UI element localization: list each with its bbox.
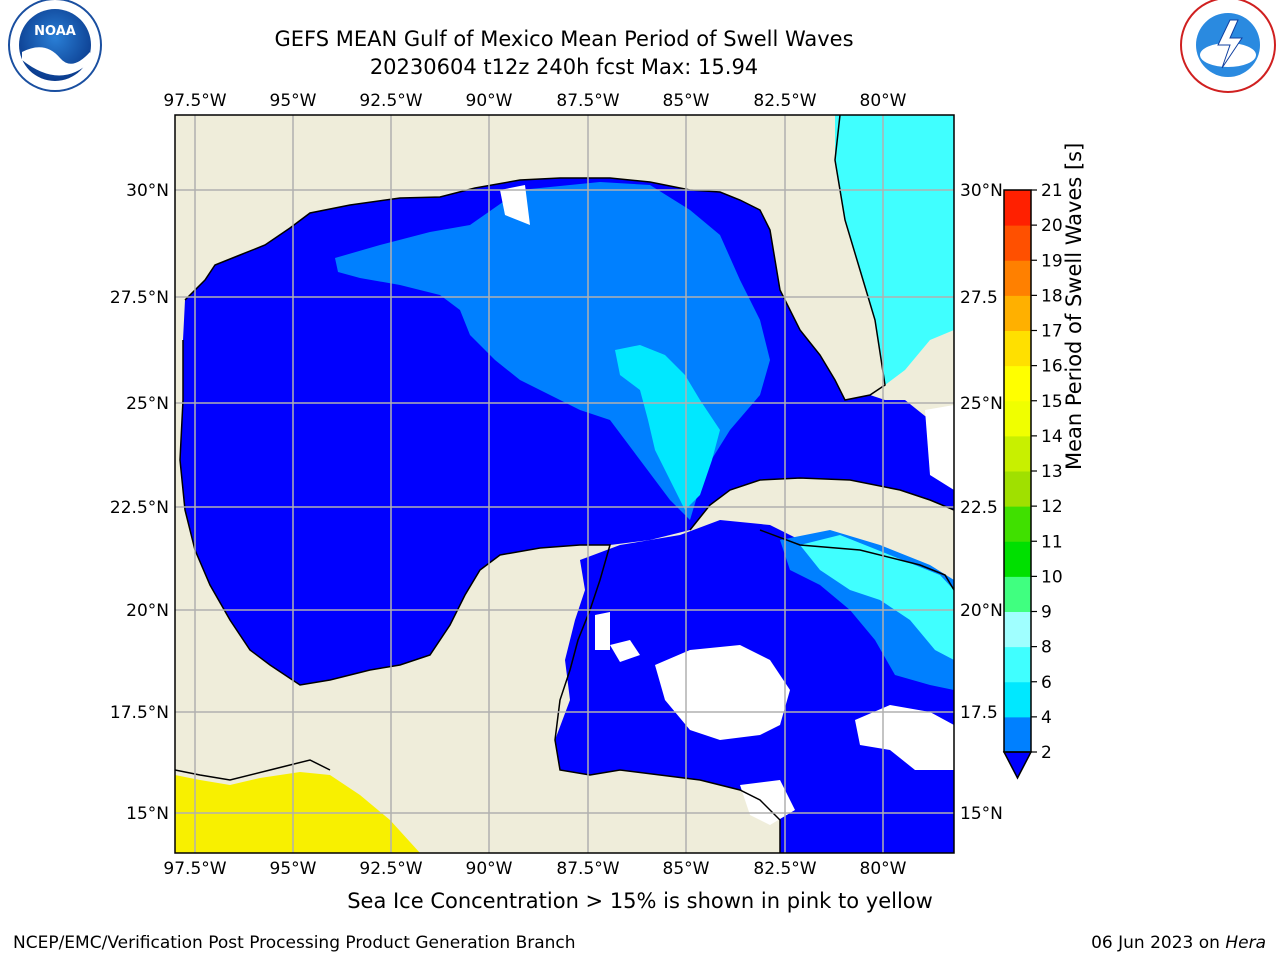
colorbar-tick-label: 8: [1041, 638, 1052, 658]
noaa-logo: NOAA: [8, 0, 102, 92]
colorbar-segment: [1004, 506, 1031, 542]
colorbar-segment: [1004, 435, 1031, 472]
lon-label: 95°W: [270, 859, 317, 879]
lon-label: 82.5°W: [753, 859, 816, 879]
caribbean-plume-cyan: [800, 535, 954, 660]
map-area: [175, 115, 954, 853]
colorbar-segment: [1004, 471, 1031, 507]
colorbar-tick-label: 20: [1041, 216, 1063, 236]
colorbar-tick-label: 4: [1041, 708, 1052, 728]
colorbar-tick-label: 2: [1041, 743, 1052, 763]
lon-label: 97.5°W: [163, 859, 226, 879]
colorbar-tick-label: 18: [1041, 286, 1063, 306]
lat-label: 20°N: [960, 601, 1003, 621]
lon-label: 87.5°W: [556, 859, 619, 879]
lat-label: 30°N: [960, 181, 1003, 201]
footer-host: Hera: [1225, 933, 1266, 953]
caption-text: Sea Ice Concentration > 15% is shown in …: [347, 889, 933, 913]
lat-label: 25°N: [960, 394, 1003, 414]
lon-label: 80°W: [860, 859, 907, 879]
colorbar-tick-label: 6: [1041, 673, 1052, 693]
atlantic-ocean: [835, 115, 954, 385]
lon-label: 92.5°W: [359, 859, 422, 879]
colorbar-segment: [1004, 400, 1031, 437]
lat-label: 20°N: [126, 601, 169, 621]
lon-label: 90°W: [466, 859, 513, 879]
lon-labels-top: 97.5°W 95°W 92.5°W 90°W 87.5°W 85°W 82.5…: [163, 91, 906, 111]
lon-label: 85°W: [663, 91, 710, 111]
colorbar-segment: [1004, 330, 1031, 367]
footer-credit: NCEP/EMC/Verification Post Processing Pr…: [13, 933, 576, 953]
gulf-ocean: [180, 178, 954, 685]
noaa-logo-text: NOAA: [34, 24, 76, 39]
lat-label: 27.5°N: [110, 288, 169, 308]
lat-labels-left: 30°N 27.5°N 25°N 22.5°N 20°N 17.5°N 15°N: [110, 181, 169, 824]
colorbar-segment: [1004, 646, 1031, 683]
caption: Sea Ice Concentration > 15% is shown in …: [0, 889, 1280, 913]
colorbar-tick-label: 14: [1041, 427, 1063, 447]
swell-6s-region: [615, 345, 720, 510]
lon-label: 97.5°W: [163, 91, 226, 111]
lon-label: 87.5°W: [556, 91, 619, 111]
colorbar-label: Mean Period of Swell Waves [s]: [1062, 142, 1086, 470]
chart-title: GEFS MEAN Gulf of Mexico Mean Period of …: [274, 27, 854, 51]
colorbar-segment: [1004, 365, 1031, 402]
lat-label: 25°N: [126, 394, 169, 414]
colorbar-tick-label: 12: [1041, 497, 1063, 517]
colorbar-segment: [1004, 260, 1031, 296]
lon-label: 85°W: [663, 859, 710, 879]
lat-label: 15°N: [960, 804, 1003, 824]
colorbar-segment: [1004, 681, 1031, 718]
colorbar-segment: [1004, 541, 1031, 577]
lat-labels-right: 30°N 27.5 25°N 22.5 20°N 17.5 15°N: [960, 181, 1003, 824]
colorbar-segment: [1004, 190, 1031, 226]
colorbar-tick-label: 15: [1041, 392, 1063, 412]
lon-label: 82.5°W: [753, 91, 816, 111]
colorbar-segment: [1004, 225, 1031, 261]
map-gridlines: [175, 115, 954, 853]
lon-labels-bottom: 97.5°W 95°W 92.5°W 90°W 87.5°W 85°W 82.5…: [163, 859, 906, 879]
colorbar-tick-label: 13: [1041, 462, 1063, 482]
lat-label: 27.5: [960, 288, 998, 308]
lat-label: 17.5°N: [110, 703, 169, 723]
colorbar-segment: [1004, 295, 1031, 331]
colorbar-tick-label: 16: [1041, 357, 1063, 377]
colorbar-segment: [1004, 611, 1031, 648]
nws-logo: [1180, 0, 1276, 93]
lat-label: 17.5: [960, 703, 998, 723]
colorbar-tick-label: 11: [1041, 532, 1063, 552]
footer-date-text: 06 Jun 2023 on: [1091, 933, 1226, 953]
colorbar-extend-triangle: [1002, 751, 1033, 780]
footer-date: 06 Jun 2023 on Hera: [1091, 933, 1266, 953]
lon-label: 95°W: [270, 91, 317, 111]
colorbar-tick-label: 17: [1041, 322, 1063, 342]
colorbar-segment: [1004, 716, 1031, 753]
colorbar-segment: [1004, 576, 1031, 612]
lat-label: 15°N: [126, 804, 169, 824]
colorbar-tick-label: 21: [1041, 181, 1063, 201]
lat-label: 22.5: [960, 498, 998, 518]
lat-label: 22.5°N: [110, 498, 169, 518]
lon-label: 80°W: [860, 91, 907, 111]
colorbar-tick-label: 19: [1041, 251, 1063, 271]
colorbar: 2 4 6 8 9 10 11 12 13 14 15 16 17 18 19 20 21: [1002, 181, 1063, 780]
colorbar-tick-label: 9: [1041, 603, 1052, 623]
chart-subtitle: 20230604 t12z 240h fcst Max: 15.94: [369, 55, 759, 79]
map-frame: [174, 114, 955, 854]
lon-label: 92.5°W: [359, 91, 422, 111]
colorbar-tick-label: 10: [1041, 567, 1063, 587]
lon-label: 90°W: [466, 91, 513, 111]
lat-label: 30°N: [126, 181, 169, 201]
